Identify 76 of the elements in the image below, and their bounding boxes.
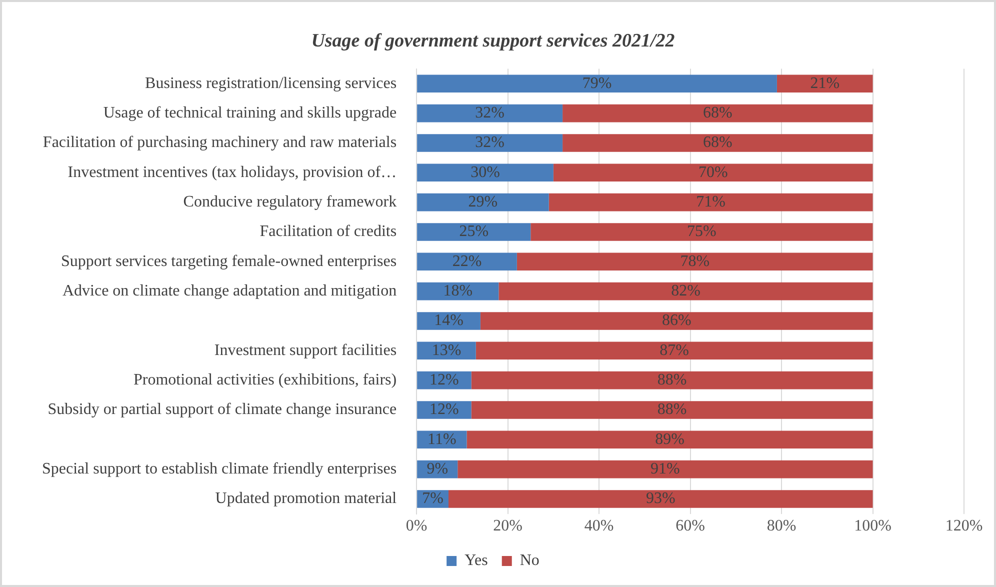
data-label: 68% [702, 104, 732, 122]
bar [548, 193, 873, 212]
y-tick-label: Facilitation of credits [260, 223, 397, 240]
data-label: 87% [660, 342, 689, 359]
data-label: 75% [687, 223, 716, 240]
bar [417, 74, 777, 93]
bar [417, 312, 480, 330]
data-label: 91% [650, 460, 680, 478]
data-label: 88% [657, 372, 687, 389]
data-label: 14% [434, 312, 464, 330]
data-label: 89% [655, 430, 684, 448]
bar [466, 430, 873, 449]
data-label: 70% [698, 164, 728, 181]
bar [417, 134, 563, 152]
y-tick-label: Business registration/licensing services [145, 74, 397, 92]
x-tick-label: 40% [584, 518, 614, 535]
bar [471, 401, 873, 419]
legend-label: Yes [464, 552, 488, 570]
data-label: 22% [452, 252, 482, 270]
bar [417, 164, 554, 182]
x-tick-label: 20% [493, 518, 522, 535]
y-tick-label: Investment support facilities [214, 342, 397, 359]
data-label: 93% [646, 490, 676, 508]
x-tick-label: 100% [854, 518, 892, 535]
data-label: 30% [470, 164, 500, 181]
data-label: 68% [702, 134, 732, 152]
y-tick-label: Usage of technical training and skills upgrade [103, 104, 397, 122]
y-tick-label: Facilitation of purchasing machinery and raw materials [42, 134, 397, 152]
y-tick-label: Subsidy or partial support of climate change insurance [48, 401, 397, 418]
data-label: 82% [671, 282, 700, 300]
bar [530, 223, 873, 241]
x-tick-label: 0% [406, 518, 428, 535]
bar [448, 490, 873, 508]
data-label: 7% [422, 490, 444, 508]
x-tick-label: 120% [945, 518, 983, 535]
bar [562, 104, 873, 122]
data-label: 29% [468, 194, 498, 211]
data-label: 21% [810, 74, 840, 92]
bar [417, 223, 531, 241]
data-label: 12% [430, 401, 459, 418]
bar [471, 371, 873, 390]
y-tick-label: Advice on climate change adaptation and mitigation [62, 282, 397, 300]
data-label: 79% [582, 74, 612, 92]
bar [417, 104, 563, 122]
bar [476, 342, 873, 360]
bar [553, 164, 873, 182]
data-label: 11% [428, 430, 456, 448]
legend-label: No [520, 552, 540, 570]
y-tick-label: Updated promotion material [215, 490, 398, 508]
data-label: 18% [443, 282, 473, 300]
data-label: 25% [459, 223, 489, 240]
x-tick-label: 60% [676, 518, 705, 535]
bar [480, 312, 873, 330]
data-label: 86% [662, 312, 692, 330]
y-tick-label: Investment incentives (tax holidays, provision of… [68, 164, 397, 181]
data-label: 32% [475, 134, 504, 152]
data-label: 32% [475, 104, 504, 122]
data-label: 9% [426, 460, 448, 478]
bar [417, 252, 517, 271]
bar [562, 134, 873, 152]
data-label: 78% [680, 252, 710, 270]
chart-title: Usage of government support services 2021/22 [311, 30, 676, 52]
y-tick-label: Special support to establish climate friendly enterprises [42, 460, 397, 478]
y-tick-label: Support services targeting female-owned enterprises [60, 252, 397, 270]
bar [498, 282, 873, 300]
bar [776, 74, 873, 93]
y-tick-label: Promotional activities (exhibitions, fairs) [134, 372, 397, 389]
x-tick-label: 80% [766, 518, 796, 535]
data-label: 88% [657, 401, 687, 418]
data-label: 12% [430, 372, 459, 389]
data-label: 71% [696, 194, 726, 211]
bar [417, 193, 549, 212]
y-tick-label: Conducive regulatory framework [183, 194, 397, 211]
data-label: 13% [432, 342, 462, 359]
bar [458, 460, 873, 478]
bar [516, 252, 873, 271]
